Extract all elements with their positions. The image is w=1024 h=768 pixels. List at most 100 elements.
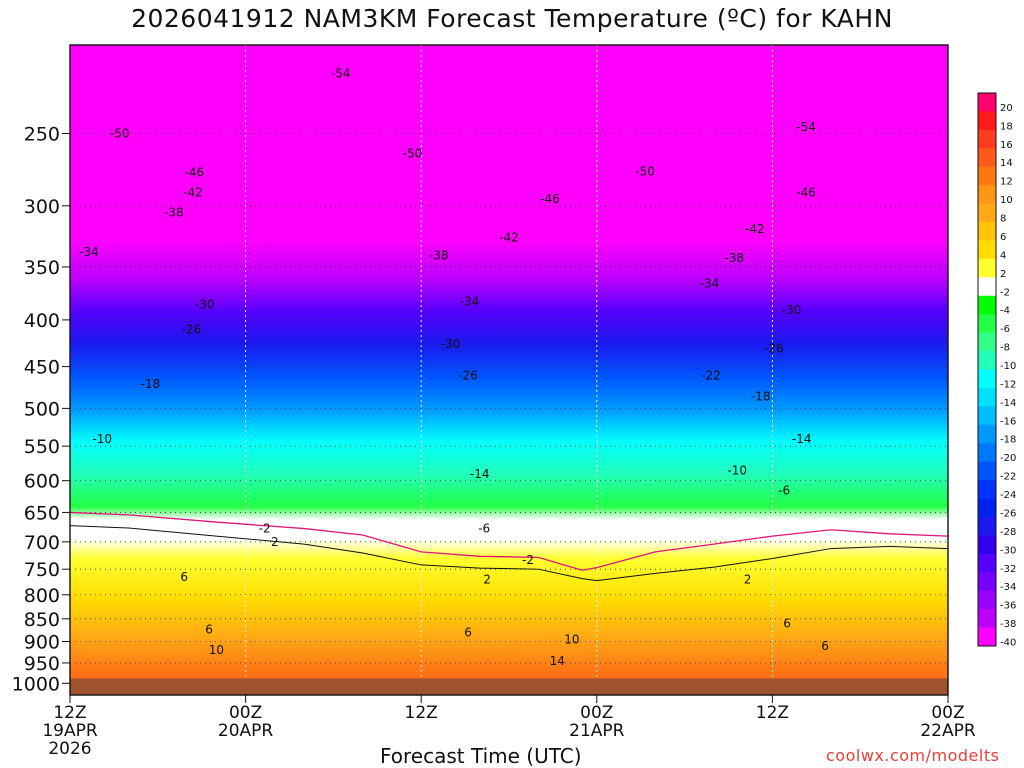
x-tick-label: 00Z [931, 703, 964, 723]
contour-label: -10 [727, 464, 747, 478]
contour-label: -42 [745, 222, 765, 236]
contour-label: -34 [460, 295, 480, 309]
colorbar-swatch [978, 166, 996, 186]
x-tick-label: 19APR [42, 721, 98, 741]
zero-contour-line [69, 525, 949, 582]
contour-label: -30 [441, 337, 461, 351]
special-contours [69, 511, 949, 582]
x-tick-label: 12Z [405, 703, 438, 723]
colorbar-label: -16 [1000, 416, 1016, 427]
contour-label: -26 [764, 342, 784, 356]
colorbar-swatch [978, 258, 996, 278]
x-tick-label: 21APR [569, 721, 625, 741]
colorbar-label: -38 [1000, 619, 1016, 630]
y-tick-label: 850 [24, 609, 60, 631]
chart-title: 2026041912 NAM3KM Forecast Temperature (… [131, 4, 893, 33]
y-tick-label: 500 [24, 398, 60, 420]
contour-label: -30 [195, 298, 215, 312]
colorbar-label: -32 [1000, 564, 1016, 575]
colorbar-swatch [978, 443, 996, 462]
contour-label: -26 [182, 323, 202, 337]
contour-label: -46 [796, 185, 816, 199]
y-tick-label: 400 [24, 310, 60, 332]
contour-label: -6 [778, 483, 790, 497]
contour-label: 6 [205, 622, 213, 636]
contour-label: -2 [259, 522, 271, 536]
colorbar-label: 8 [1000, 214, 1006, 225]
contour-label: -38 [164, 205, 184, 219]
colorbar-swatch [978, 314, 996, 333]
x-tick-label: 12Z [53, 703, 86, 723]
colorbar-label: 10 [1000, 195, 1013, 206]
plot-border [69, 44, 949, 696]
colorbar-swatch [978, 516, 996, 536]
colorbar-label: 20 [1000, 103, 1013, 114]
y-tick-label: 650 [24, 502, 60, 524]
contour-label: -46 [185, 166, 205, 180]
contour-label: -10 [92, 432, 112, 446]
colorbar-label: 14 [1000, 158, 1013, 169]
colorbar-swatch [978, 203, 996, 223]
y-tick-label: 550 [24, 436, 60, 458]
colorbar-label: -30 [1000, 545, 1016, 556]
contour-labels: -54-54-50-50-50-46-46 -46-42-42-42-38-38-… [79, 67, 829, 668]
colorbar-swatch [978, 480, 996, 499]
contour-label: -30 [782, 303, 802, 317]
colorbar-swatch [978, 369, 996, 389]
colorbar-label: -2 [1000, 287, 1010, 298]
y-tick-label: 700 [24, 532, 60, 554]
colorbar-swatch [978, 129, 996, 149]
colorbar-label: -18 [1000, 435, 1016, 446]
colorbar-swatch [978, 406, 996, 426]
colorbar-label: -22 [1000, 472, 1016, 483]
contour-label: 6 [464, 626, 472, 640]
ground-layer [70, 678, 948, 695]
contour-label: -2 [522, 553, 534, 567]
contour-label: -50 [635, 164, 655, 178]
colorbar-swatch [978, 332, 996, 352]
contour-label: -54 [331, 67, 351, 81]
contour-label: -14 [792, 432, 812, 446]
contour-label: -26 [458, 368, 478, 382]
colorbar-label: 2 [1000, 269, 1006, 280]
x-tick-label: 22APR [920, 721, 976, 741]
colorbar-swatch [978, 148, 996, 168]
x-tick-label: 00Z [580, 703, 613, 723]
colorbar-label: -24 [1000, 490, 1016, 501]
colorbar-label: 4 [1000, 250, 1006, 261]
contour-label: -54 [796, 120, 816, 134]
contour-label: 2 [744, 573, 752, 587]
y-tick-label: 1000 [12, 673, 60, 695]
colorbar-swatch [978, 461, 996, 481]
y-tick-label: 900 [24, 631, 60, 653]
colorbar: 20 18 16 14 12 10 8 6 4 2 -2 -4 -6 -8 -10 -12 -14 -16 -18 -… [977, 92, 1016, 649]
colorbar-label: -8 [1000, 343, 1010, 354]
contour-label: -6 [478, 522, 490, 536]
colorbar-swatch [978, 572, 996, 591]
y-tick-label: 450 [24, 357, 60, 379]
colorbar-label: -12 [1000, 379, 1016, 390]
colorbar-label: -34 [1000, 582, 1016, 593]
x-tick-label: 00Z [229, 703, 262, 723]
x-axis-title: Forecast Time (UTC) [380, 744, 582, 768]
colorbar-swatch [978, 535, 996, 555]
y-tick-label: 750 [24, 559, 60, 581]
y-axis: 2503003504004505005506006507007508008509… [12, 123, 70, 695]
y-tick-label: 300 [24, 196, 60, 218]
contour-label: 2 [483, 573, 491, 587]
colorbar-swatch [978, 111, 996, 131]
colorbar-label: -28 [1000, 527, 1016, 538]
colorbar-border [977, 92, 997, 647]
contour-label: -34 [79, 245, 99, 259]
ground-rect [70, 678, 948, 695]
credit-text: coolwx.com/modelts [826, 746, 1000, 765]
colorbar-label: 18 [1000, 121, 1013, 132]
x-tick-label: 2026 [48, 739, 91, 759]
y-tick-label: 950 [24, 653, 60, 675]
colorbar-label: -10 [1000, 361, 1016, 372]
colorbar-swatch [978, 590, 996, 610]
colorbar-swatch [978, 609, 996, 628]
temperature-field [70, 45, 948, 695]
